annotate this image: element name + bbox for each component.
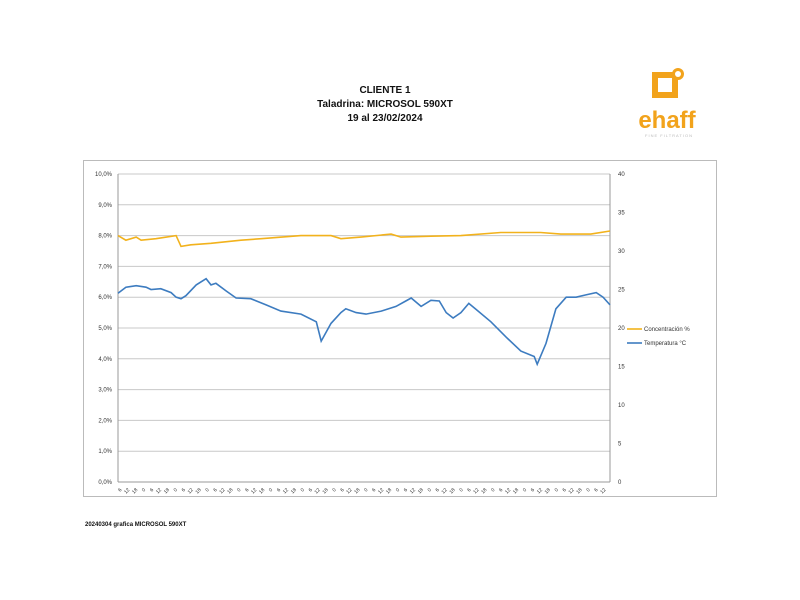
series-line-0 — [117, 230, 611, 248]
x-tick-label: 6 — [530, 487, 536, 493]
x-tick-label: 12 — [504, 487, 512, 495]
y-left-tick-label: 1,0% — [98, 449, 112, 455]
chart-frame: 0,0% 1,0% 2,0% 3,0% 4,0% 5,0% 6,0% 7,0% 8,0% 9,0%… — [83, 160, 717, 497]
x-tick-label: 6 — [308, 487, 314, 493]
x-tick-label: 12 — [218, 487, 226, 495]
x-tick-label: 6 — [371, 487, 377, 493]
x-tick-label: 6 — [149, 487, 155, 493]
x-tick-label: 12 — [568, 487, 576, 495]
x-tick-label: 12 — [155, 487, 163, 495]
x-tick-label: 6 — [276, 487, 282, 493]
x-tick-label: 18 — [195, 487, 203, 495]
x-tick-label: 0 — [141, 487, 147, 493]
y-right-tick-label: 5 — [618, 442, 622, 448]
x-tick-label: 18 — [417, 487, 425, 495]
y-left-tick-label: 9,0% — [98, 203, 112, 209]
x-tick-label: 12 — [123, 487, 131, 495]
y-left-tick-label: 7,0% — [98, 264, 112, 270]
title-client: CLIENTE 1 — [359, 85, 411, 96]
x-tick-label: 0 — [522, 487, 528, 493]
x-tick-label: 6 — [593, 487, 599, 493]
y-right-tick-label: 35 — [618, 211, 625, 217]
x-tick-label: 18 — [131, 487, 139, 495]
y-left-tick-label: 8,0% — [98, 234, 112, 240]
title-dates: 19 al 23/02/2024 — [347, 113, 423, 124]
y-left-tick-label: 4,0% — [98, 357, 112, 363]
svg-text:FINE FILTRATION: FINE FILTRATION — [645, 133, 693, 138]
x-tick-label: 0 — [458, 487, 464, 493]
x-tick-label: 12 — [187, 487, 195, 495]
x-tick-label: 0 — [490, 487, 496, 493]
legend-label: Temperatura °C — [644, 341, 687, 347]
footer-filename: 20240304 grafica MICROSOL 590XT — [85, 522, 187, 528]
x-tick-label: 0 — [268, 487, 274, 493]
x-tick-label: 18 — [544, 487, 552, 495]
x-tick-label: 0 — [173, 487, 179, 493]
y-right-tick-label: 0 — [618, 480, 622, 486]
x-tick-label: 12 — [282, 487, 290, 495]
x-tick-label: 12 — [599, 487, 607, 495]
y-right-tick-label: 15 — [618, 365, 625, 371]
x-tick-label: 6 — [435, 487, 441, 493]
x-tick-label: 6 — [244, 487, 250, 493]
x-tick-label: 18 — [163, 487, 171, 495]
x-tick-label: 18 — [226, 487, 234, 495]
x-tick-label: 18 — [290, 487, 298, 495]
chart-title: CLIENTE 1 Taladrina: MICROSOL 590XT 19 a… — [250, 84, 520, 126]
x-tick-label: 18 — [258, 487, 266, 495]
y-left-tick-label: 3,0% — [98, 388, 112, 394]
x-tick-label: 18 — [512, 487, 520, 495]
x-tick-label: 18 — [322, 487, 330, 495]
svg-text:ehaff: ehaff — [638, 107, 696, 134]
y-right-tick-label: 30 — [618, 249, 625, 255]
x-tick-label: 6 — [212, 487, 218, 493]
x-tick-label: 18 — [385, 487, 393, 495]
x-tick-label: 6 — [498, 487, 504, 493]
y-left-tick-label: 6,0% — [98, 295, 112, 301]
x-tick-label: 0 — [331, 487, 337, 493]
x-tick-label: 0 — [236, 487, 242, 493]
x-tick-label: 12 — [377, 487, 385, 495]
x-tick-label: 6 — [181, 487, 187, 493]
x-tick-label: 0 — [585, 487, 591, 493]
x-tick-label: 6 — [339, 487, 345, 493]
x-tick-label: 18 — [575, 487, 583, 495]
x-tick-label: 12 — [314, 487, 322, 495]
x-tick-label: 6 — [403, 487, 409, 493]
y-left-tick-label: 10,0% — [95, 172, 113, 178]
x-tick-label: 0 — [204, 487, 210, 493]
x-tick-label: 18 — [480, 487, 488, 495]
x-tick-label: 12 — [472, 487, 480, 495]
x-tick-label: 12 — [250, 487, 258, 495]
x-tick-label: 12 — [536, 487, 544, 495]
y-left-tick-label: 2,0% — [98, 418, 112, 424]
y-left-tick-label: 5,0% — [98, 326, 112, 332]
x-tick-label: 12 — [441, 487, 449, 495]
x-tick-label: 18 — [448, 487, 456, 495]
x-tick-label: 0 — [300, 487, 306, 493]
y-right-tick-label: 10 — [618, 403, 625, 409]
x-tick-label: 0 — [395, 487, 401, 493]
y-left-tick-label: 0,0% — [98, 480, 112, 486]
legend-label: Concentración % — [644, 327, 690, 333]
x-tick-label: 6 — [466, 487, 472, 493]
series-line-1 — [117, 277, 611, 367]
x-tick-label: 18 — [353, 487, 361, 495]
x-tick-label: 12 — [409, 487, 417, 495]
title-product: Taladrina: MICROSOL 590XT — [317, 99, 453, 110]
y-right-tick-label: 25 — [618, 288, 625, 294]
y-right-tick-label: 20 — [618, 326, 625, 332]
logo-mark-icon: ehaff FINE FILTRATION — [638, 68, 697, 138]
x-tick-label: 0 — [363, 487, 369, 493]
x-tick-label: 6 — [117, 487, 123, 493]
x-tick-label: 0 — [427, 487, 433, 493]
x-tick-label: 6 — [562, 487, 568, 493]
ehaff-logo: ehaff FINE FILTRATION — [625, 68, 715, 143]
y-right-tick-label: 40 — [618, 172, 625, 178]
line-chart: 0,0% 1,0% 2,0% 3,0% 4,0% 5,0% 6,0% 7,0% 8,0% 9,0%… — [95, 172, 690, 495]
x-tick-label: 0 — [554, 487, 560, 493]
x-tick-label: 12 — [345, 487, 353, 495]
